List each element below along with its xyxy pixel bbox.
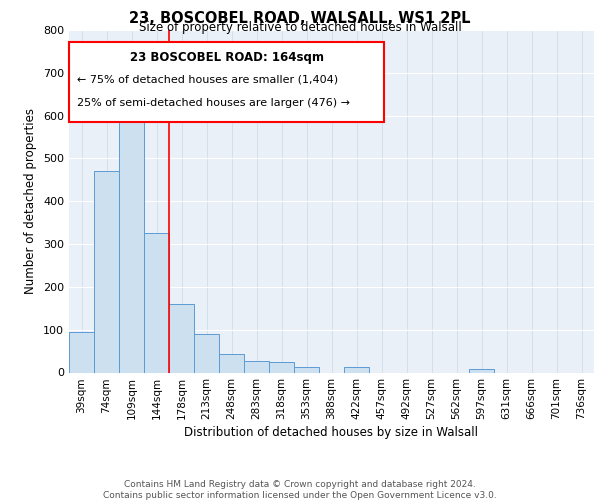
Bar	[144, 234, 169, 372]
Bar	[294, 366, 319, 372]
Bar	[194, 334, 219, 372]
FancyBboxPatch shape	[69, 42, 384, 122]
Text: Size of property relative to detached houses in Walsall: Size of property relative to detached ho…	[139, 22, 461, 35]
Text: Contains HM Land Registry data © Crown copyright and database right 2024.: Contains HM Land Registry data © Crown c…	[124, 480, 476, 489]
Bar	[169, 304, 194, 372]
Bar	[344, 366, 369, 372]
Bar	[119, 96, 144, 372]
Text: 23 BOSCOBEL ROAD: 164sqm: 23 BOSCOBEL ROAD: 164sqm	[130, 50, 323, 64]
Bar	[69, 332, 94, 372]
Bar	[269, 362, 294, 372]
Text: Contains public sector information licensed under the Open Government Licence v3: Contains public sector information licen…	[103, 491, 497, 500]
Text: ← 75% of detached houses are smaller (1,404): ← 75% of detached houses are smaller (1,…	[77, 74, 338, 85]
Text: 23, BOSCOBEL ROAD, WALSALL, WS1 2PL: 23, BOSCOBEL ROAD, WALSALL, WS1 2PL	[129, 11, 471, 26]
X-axis label: Distribution of detached houses by size in Walsall: Distribution of detached houses by size …	[185, 426, 479, 440]
Bar	[219, 354, 244, 372]
Y-axis label: Number of detached properties: Number of detached properties	[25, 108, 37, 294]
Bar	[244, 360, 269, 372]
Text: 25% of semi-detached houses are larger (476) →: 25% of semi-detached houses are larger (…	[77, 98, 350, 108]
Bar	[94, 172, 119, 372]
Bar	[469, 369, 494, 372]
